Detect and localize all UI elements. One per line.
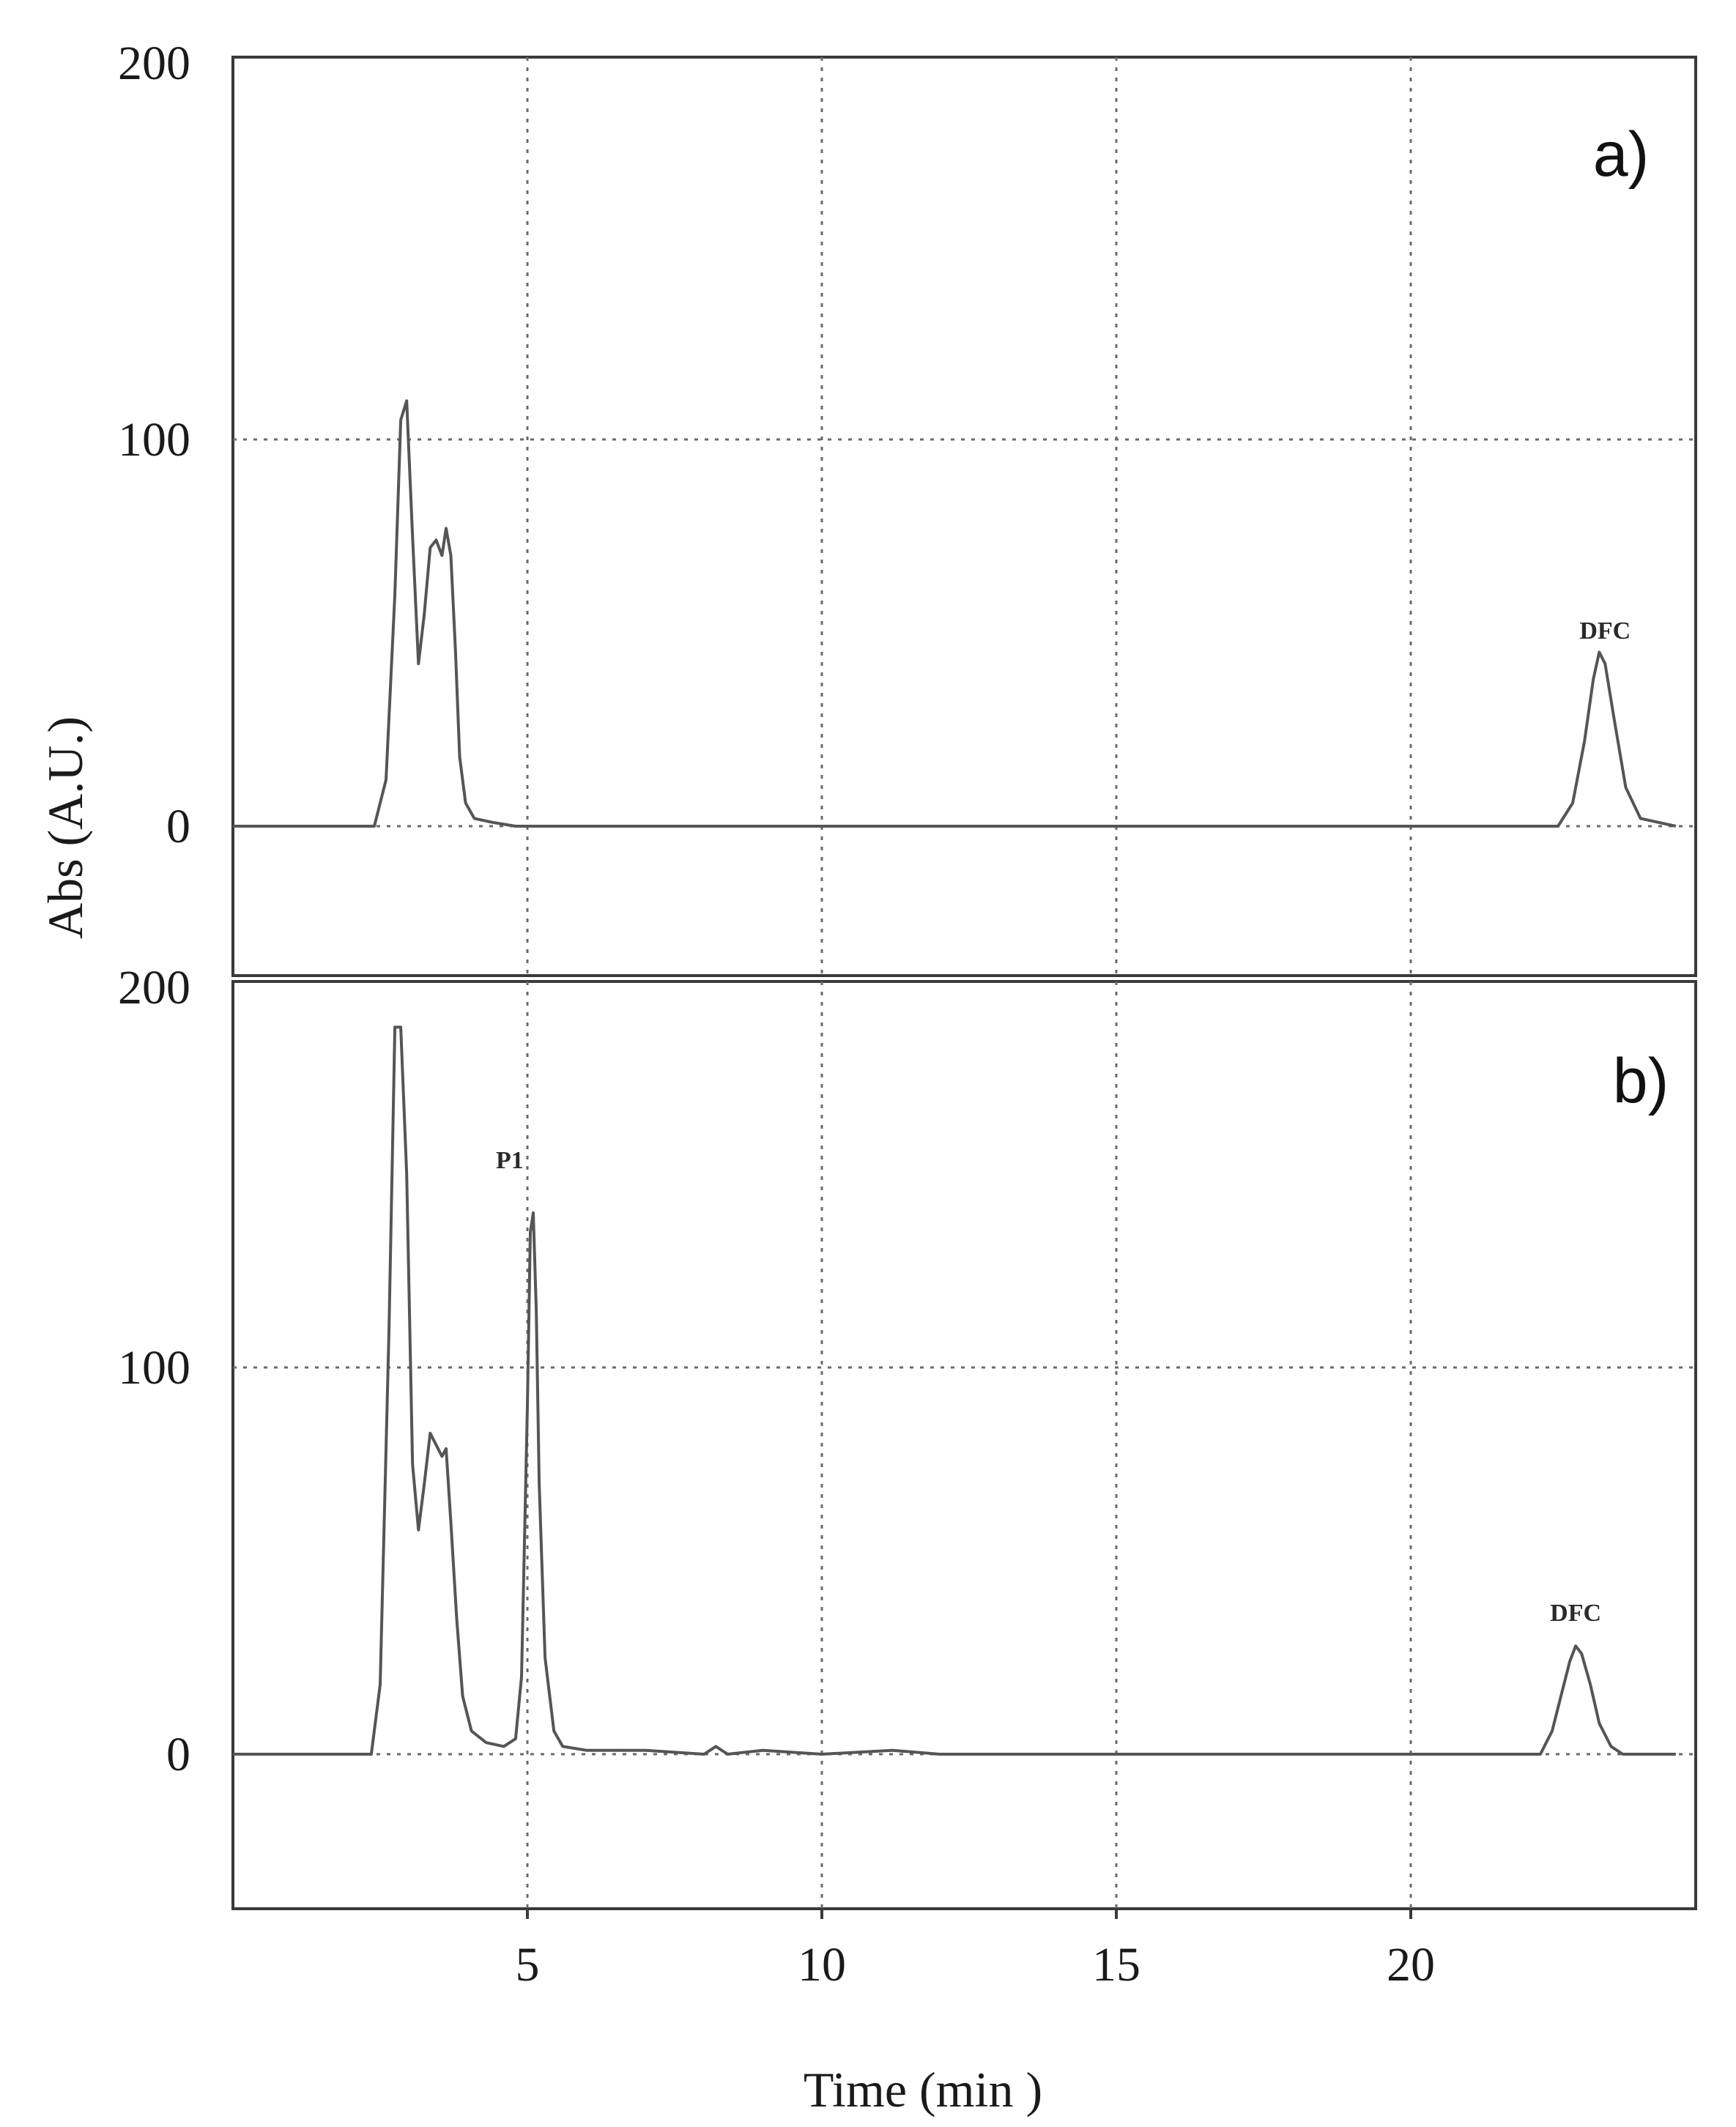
x-axis-label: Time (min ) — [804, 2062, 1042, 2117]
peak-label: P1 — [496, 1147, 524, 1174]
chromatogram-trace — [233, 1025, 1676, 1756]
y-tick-label: 200 — [118, 37, 190, 90]
x-tick-label: 5 — [516, 1938, 540, 1991]
panel-label: a) — [1593, 119, 1649, 190]
panel-b: 0 100 200 5 10 15 20 P1 DFC b) — [118, 961, 1697, 1991]
y-tick-label: 100 — [118, 413, 190, 467]
y-tick-label: 0 — [166, 1728, 190, 1781]
y-axis-label: Abs (A.U.) — [37, 716, 93, 939]
peak-label: DFC — [1550, 1600, 1601, 1627]
x-tick-label: 10 — [798, 1938, 846, 1991]
y-tick-label: 0 — [166, 800, 190, 853]
x-tick-label: 20 — [1387, 1938, 1435, 1991]
plot-frame — [231, 56, 1697, 977]
x-tick-label: 15 — [1092, 1938, 1140, 1991]
chromatogram-trace — [233, 399, 1677, 828]
y-tick-label: 200 — [118, 961, 190, 1014]
y-tick-label: 100 — [118, 1341, 190, 1395]
panel-a: 0 100 200 DFC a) — [118, 37, 1697, 977]
peak-label: DFC — [1579, 617, 1631, 645]
plot-frame — [231, 980, 1697, 1910]
panel-label: b) — [1613, 1046, 1669, 1116]
